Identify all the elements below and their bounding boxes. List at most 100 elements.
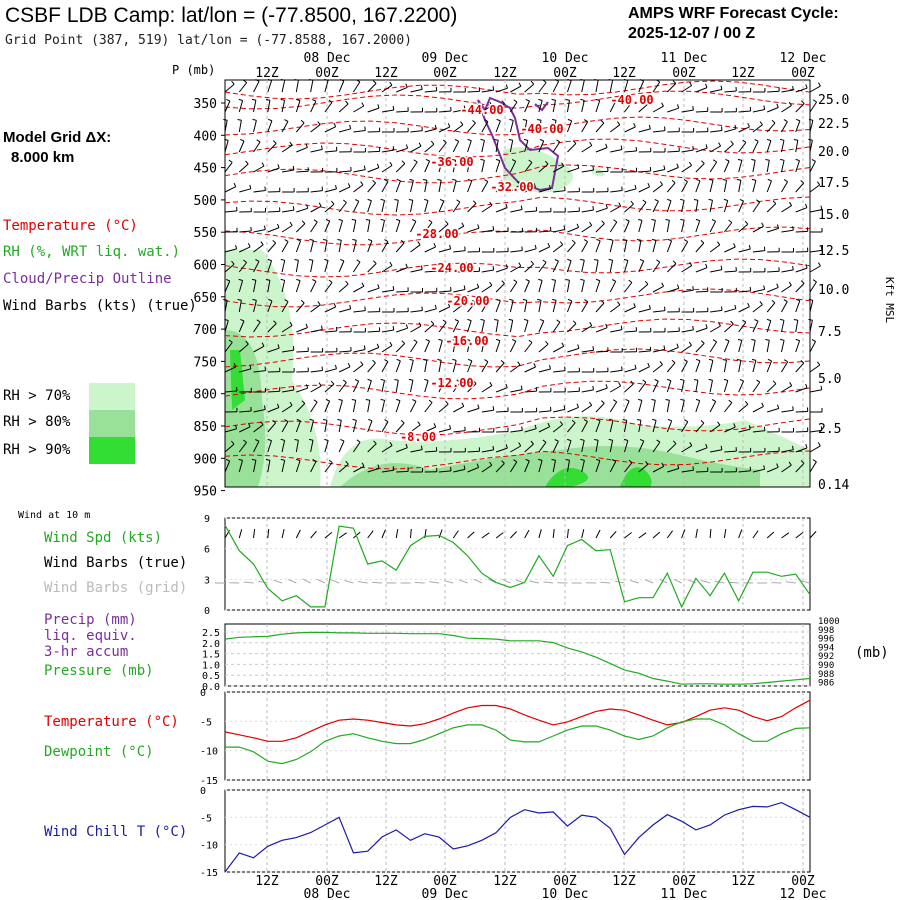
wind-barb-flag bbox=[240, 138, 245, 142]
wind-barb-flag bbox=[334, 364, 337, 369]
wind-barb bbox=[324, 420, 328, 433]
wind-barb-flag bbox=[695, 218, 700, 222]
wind-barb bbox=[467, 160, 471, 173]
wind-barb-flag bbox=[693, 379, 698, 381]
wind-barb bbox=[281, 389, 294, 393]
wind-barb bbox=[410, 221, 417, 233]
wind-barb bbox=[352, 400, 357, 413]
wind-barb-flag bbox=[688, 341, 692, 346]
wind-barb-flag bbox=[365, 399, 370, 401]
wind-barb-flag bbox=[261, 342, 265, 347]
wind-barb-flag bbox=[551, 459, 556, 461]
wind-barb-grid bbox=[243, 581, 254, 584]
wind-barb-flag bbox=[489, 281, 493, 286]
wind-barb-flag bbox=[224, 138, 229, 141]
wind-barb bbox=[553, 190, 566, 193]
wind-barb-flag bbox=[520, 385, 523, 390]
rh-region bbox=[545, 468, 588, 487]
wind-barb bbox=[438, 142, 447, 153]
wind-barb-flag bbox=[325, 218, 330, 222]
profile-panel bbox=[223, 78, 823, 488]
wind-tick-label: 6 bbox=[204, 545, 210, 556]
wind-barb bbox=[310, 420, 314, 433]
wind-barb-flag bbox=[518, 262, 522, 267]
wind-barb bbox=[538, 410, 551, 413]
wind-barb-flag bbox=[337, 419, 342, 421]
wind-barb bbox=[267, 260, 273, 273]
wind-barb-flag bbox=[360, 361, 364, 366]
wind-barb bbox=[724, 308, 737, 313]
wind-barb-flag bbox=[228, 159, 233, 163]
wind-barb bbox=[395, 360, 401, 373]
wind-barb bbox=[781, 464, 792, 473]
wind-barb-flag bbox=[820, 385, 823, 390]
wind-barb bbox=[338, 440, 345, 453]
wind-barb bbox=[524, 100, 530, 113]
wind-barb-flag bbox=[317, 121, 321, 125]
wind-barb bbox=[410, 88, 423, 93]
wind-barb bbox=[281, 80, 286, 93]
wind-barb-flag bbox=[664, 306, 666, 311]
wind-spd-label: Wind Spd (kts) bbox=[44, 530, 163, 546]
wind-barb-flag bbox=[267, 78, 272, 82]
wind-barb bbox=[567, 323, 577, 333]
wind-barb bbox=[509, 101, 518, 113]
wind-barb-flag bbox=[424, 378, 429, 381]
wind-barb bbox=[723, 160, 730, 173]
wind-barb-flag bbox=[389, 161, 393, 166]
wind-barb bbox=[695, 343, 705, 353]
wind-barb bbox=[367, 287, 380, 293]
wind-barb-flag bbox=[559, 421, 563, 425]
wind-barb bbox=[409, 380, 414, 393]
wind-barb-flag bbox=[489, 101, 493, 106]
wind-barb bbox=[295, 260, 299, 273]
wind-barb bbox=[681, 241, 689, 253]
wind-barb bbox=[609, 461, 617, 473]
wind-barb bbox=[767, 107, 779, 113]
wind-barb-flag bbox=[439, 198, 444, 202]
wind-barb-flag bbox=[308, 79, 313, 81]
wind-barb bbox=[467, 270, 480, 273]
wind-barb-flag bbox=[377, 284, 380, 289]
isotherm-line bbox=[224, 348, 811, 368]
wind-barb-flag bbox=[808, 138, 813, 141]
wind-barb bbox=[553, 370, 566, 373]
wind-barb bbox=[709, 244, 721, 253]
wind-barb-flag bbox=[751, 358, 757, 361]
wind-barb-flag bbox=[523, 318, 529, 321]
wind-barb-flag bbox=[384, 359, 389, 363]
wind-barb bbox=[267, 280, 271, 293]
wind-barb-flag bbox=[621, 186, 623, 191]
wind-barb bbox=[367, 362, 376, 373]
wind-barb-flag bbox=[238, 458, 243, 461]
wind-barb-flag bbox=[800, 460, 805, 464]
wind-barb-flag bbox=[818, 82, 821, 87]
wind-barb-flag bbox=[751, 178, 757, 181]
wind-barb-flag bbox=[644, 100, 649, 105]
wind-barb-flag bbox=[820, 205, 823, 210]
wind-barb-flag bbox=[292, 165, 295, 171]
temp-panel-frame bbox=[224, 691, 811, 781]
wind-barb-flag bbox=[530, 260, 534, 265]
wind-barb bbox=[552, 165, 564, 173]
wind-barb-flag bbox=[544, 160, 549, 165]
wind-barb bbox=[295, 280, 301, 293]
wind-barb bbox=[453, 109, 466, 113]
wind-barb bbox=[710, 449, 722, 453]
wind-barb-flag bbox=[505, 444, 508, 449]
wind-barb bbox=[595, 170, 609, 173]
wind-barb bbox=[652, 285, 664, 293]
wind-barb-flag bbox=[552, 298, 557, 301]
wind-barb bbox=[666, 443, 677, 453]
wind-barb-flag bbox=[538, 458, 543, 461]
wind-barb bbox=[681, 289, 694, 293]
wind-barb bbox=[424, 90, 437, 93]
wind-barb-flag bbox=[739, 198, 744, 202]
wind-barb bbox=[295, 440, 299, 453]
wind-barb-flag bbox=[718, 142, 722, 147]
temperature-label: Temperature (°C) bbox=[44, 714, 179, 730]
isotherm-line bbox=[224, 288, 811, 308]
wind-barb bbox=[310, 260, 314, 273]
wind-barb-flag bbox=[454, 139, 459, 142]
wind-barb bbox=[652, 380, 659, 393]
